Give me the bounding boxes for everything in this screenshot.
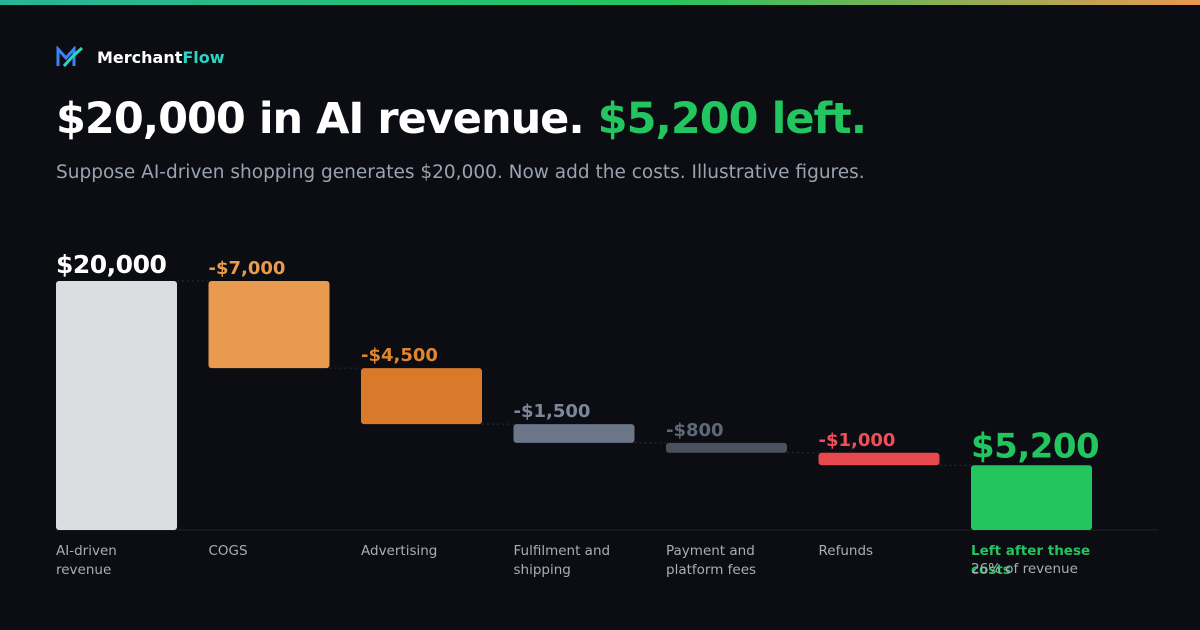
category-label: AI-driven revenue (56, 543, 117, 578)
value-label: $5,200 (971, 426, 1099, 466)
brand-accent: Flow (182, 47, 225, 67)
value-label: -$4,500 (361, 345, 438, 366)
bar (818, 452, 940, 466)
subtitle: Suppose AI-driven shopping generates $20… (56, 162, 865, 183)
logo (56, 46, 84, 67)
top-accent (0, 0, 1200, 5)
value-label: $20,000 (56, 250, 166, 279)
category-label: Advertising (361, 543, 438, 559)
category-label: Payment and platform fees (666, 543, 757, 578)
total-note: 26% of revenue (971, 561, 1078, 577)
category-label: Refunds (818, 543, 874, 559)
brand-name: MerchantFlow (97, 48, 225, 67)
title-main: $20,000 in AI revenue. (56, 94, 585, 144)
value-label: -$7,000 (209, 258, 286, 279)
brand-main: Merchant (97, 47, 183, 67)
brand: MerchantFlow (56, 46, 225, 68)
bar (361, 368, 482, 425)
bar (666, 442, 787, 453)
value-label: -$1,500 (514, 401, 591, 422)
category-label: Fulfilment and shipping (513, 543, 611, 578)
value-label: -$800 (666, 420, 724, 441)
bar (56, 281, 177, 530)
title-highlight: $5,200 left. (597, 94, 867, 144)
title: $20,000 in AI revenue. $5,200 left. (56, 94, 867, 144)
bar (513, 424, 635, 443)
bar (208, 281, 330, 369)
bar (971, 465, 1092, 530)
value-label: -$1,000 (819, 430, 896, 451)
category-label: Left after these costs (971, 543, 1091, 578)
category-label: COGS (208, 543, 248, 559)
